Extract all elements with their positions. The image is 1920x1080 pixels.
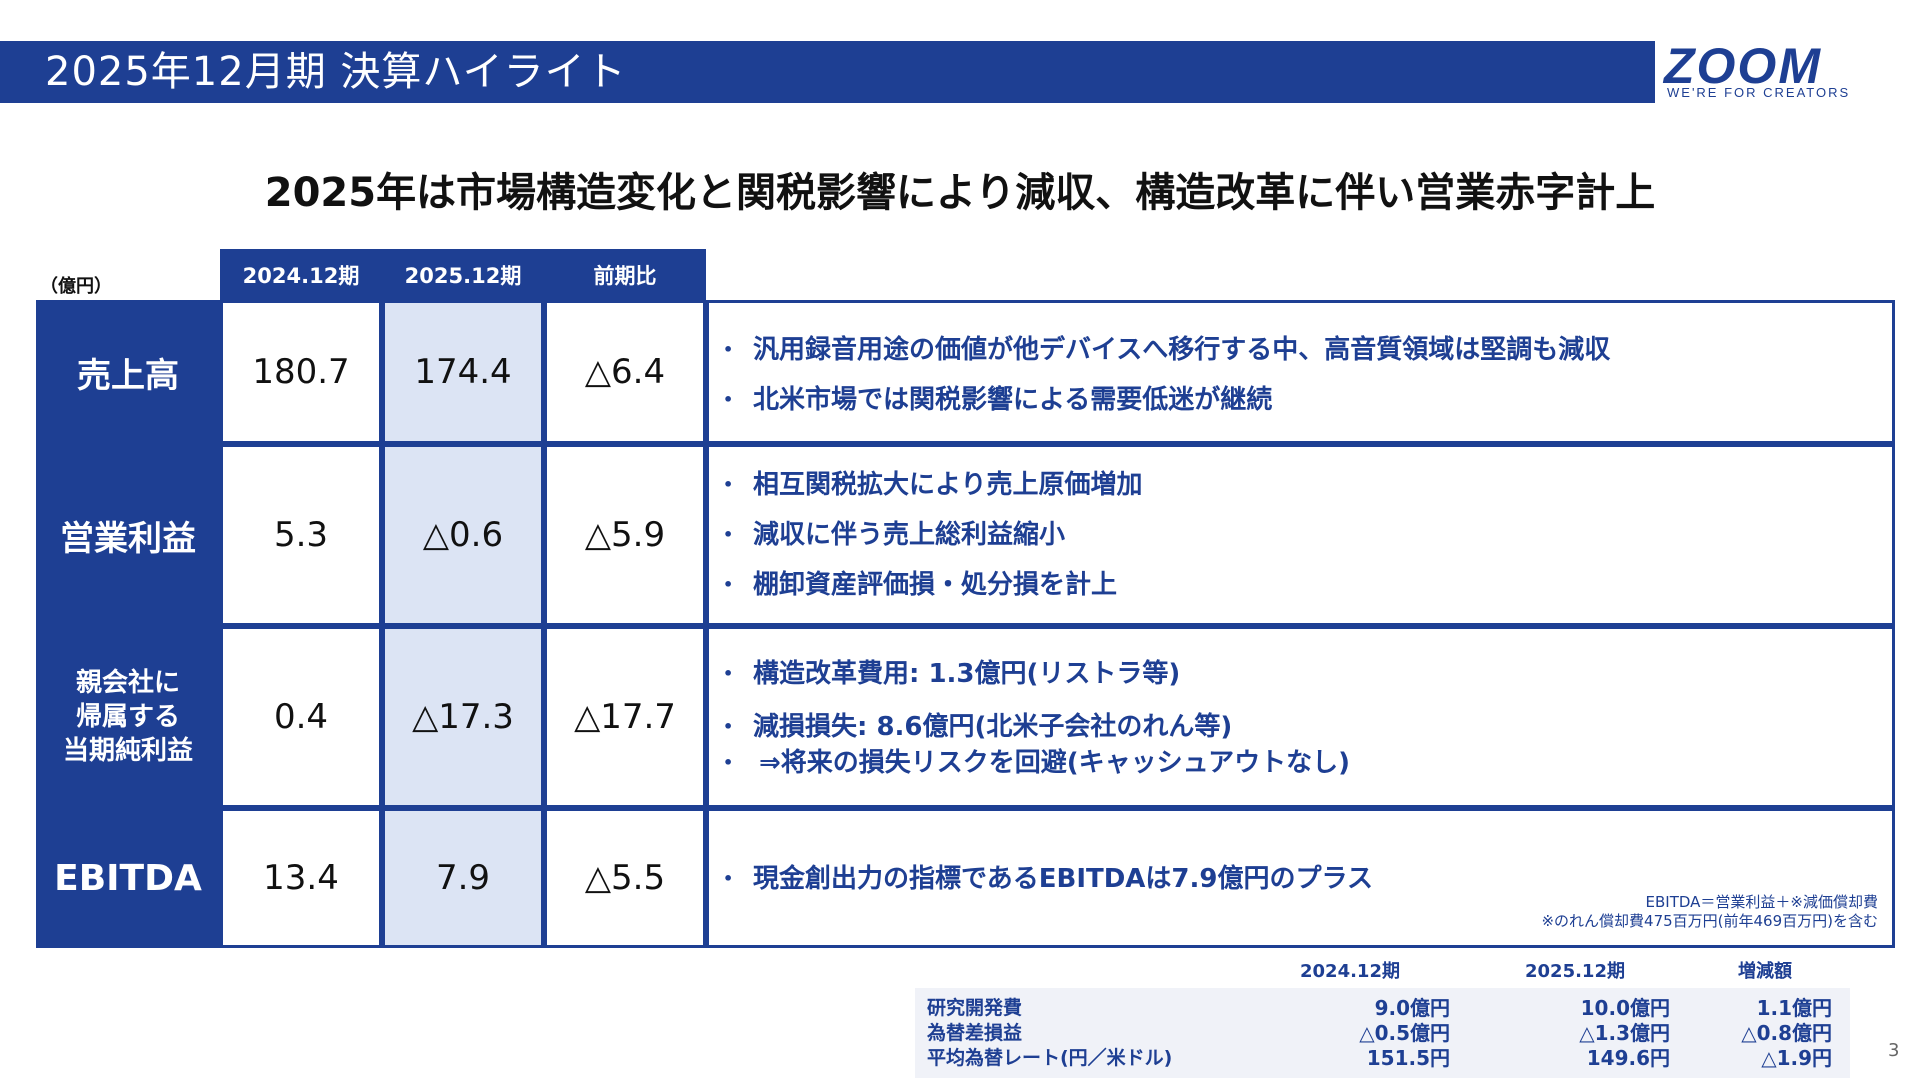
notes-net-income: 構造改革費用: 1.3億円(リストラ等) 減損損失: 8.6億円(北米子会社のれ…: [709, 629, 1892, 805]
row-label-sales: 売上高: [77, 355, 179, 396]
note-item: 北米市場では関税影響による需要低迷が継続: [709, 375, 1892, 425]
note-item: ⇒将来の損失リスクを回避(キャッシュアウトなし): [709, 747, 1892, 779]
notes-sales: 汎用録音用途の価値が他デバイスへ移行する中、高音質領域は堅調も減収 北米市場では…: [709, 303, 1892, 441]
col-header-2025: 2025.12期: [382, 249, 544, 301]
col-header-diff: 前期比: [544, 249, 706, 301]
subtable-header-2024: 2024.12期: [1300, 961, 1400, 982]
headline: 2025年は市場構造変化と関税影響により減収、構造改革に伴い営業赤字計上: [264, 170, 1656, 216]
cell-sales-2025: 174.4: [385, 303, 541, 441]
col-header-2024: 2024.12期: [220, 249, 382, 301]
note-item: 現金創出力の指標であるEBITDAは7.9億円のプラス: [709, 854, 1892, 904]
subtable-value: 9.0億円: [1374, 996, 1450, 1020]
subtable-value: 149.6円: [1586, 1046, 1670, 1070]
subtable-value: △0.8億円: [1741, 1021, 1832, 1045]
cell-netinc-diff: △17.7: [547, 629, 703, 805]
note-item: 汎用録音用途の価値が他デバイスへ移行する中、高音質領域は堅調も減収: [709, 325, 1892, 375]
header-bar: [0, 41, 1655, 103]
cell-sales-diff: △6.4: [547, 303, 703, 441]
subtable-label: 為替差損益: [927, 1022, 1023, 1044]
row-label-ebitda: EBITDA: [54, 857, 202, 899]
note-item: 減損損失: 8.6億円(北米子会社のれん等): [709, 707, 1892, 747]
cell-ebitda-2024: 13.4: [223, 811, 379, 945]
cell-sales-2024: 180.7: [223, 303, 379, 441]
subtable-value: 151.5円: [1366, 1046, 1450, 1070]
cell-opinc-2024: 5.3: [223, 447, 379, 623]
cell-opinc-diff: △5.9: [547, 447, 703, 623]
footnote-line: EBITDA＝営業利益＋※減価償却費: [1645, 893, 1878, 911]
subtable-value: 10.0億円: [1580, 996, 1670, 1020]
cell-netinc-2024: 0.4: [223, 629, 379, 805]
row-label-line: 親会社に: [75, 668, 180, 698]
row-label-line: 当期純利益: [62, 736, 193, 766]
subtable-value: △0.5億円: [1359, 1021, 1450, 1045]
subtable-label: 平均為替レート(円／米ドル): [927, 1047, 1173, 1069]
subtable: [915, 988, 1850, 1078]
cell-netinc-2025: △17.3: [385, 629, 541, 805]
unit-label: （億円）: [40, 276, 112, 297]
page-title: 2025年12月期 決算ハイライト: [45, 49, 627, 95]
row-label-net-income: 親会社に 帰属する 当期純利益: [36, 626, 220, 808]
note-item: 減収に伴う売上総利益縮小: [709, 510, 1892, 560]
notes-operating-income: 相互関税拡大により売上原価増加 減収に伴う売上総利益縮小 棚卸資産評価損・処分損…: [709, 447, 1892, 623]
ebitda-footnote: EBITDA＝営業利益＋※減価償却費 ※のれん償却費475百万円(前年469百万…: [1400, 893, 1878, 931]
subtable-value: △1.3億円: [1579, 1021, 1670, 1045]
subtable-value: 1.1億円: [1756, 996, 1832, 1020]
subtable-value: △1.9円: [1761, 1046, 1832, 1070]
subtable-header-diff: 増減額: [1738, 961, 1792, 982]
notes-ebitda: 現金創出力の指標であるEBITDAは7.9億円のプラス: [709, 811, 1892, 945]
cell-ebitda-diff: △5.5: [547, 811, 703, 945]
cell-opinc-2025: △0.6: [385, 447, 541, 623]
zoom-logo: ZOOM: [1664, 38, 1822, 94]
cell-ebitda-2025: 7.9: [385, 811, 541, 945]
note-item: 相互関税拡大により売上原価増加: [709, 460, 1892, 510]
row-label-line: 帰属する: [75, 702, 180, 732]
footnote-line: ※のれん償却費475百万円(前年469百万円)を含む: [1541, 912, 1878, 930]
logo-tagline: WE'RE FOR CREATORS: [1667, 85, 1851, 100]
subtable-label: 研究開発費: [927, 997, 1023, 1019]
subtable-header-2025: 2025.12期: [1525, 961, 1625, 982]
row-label-operating-income: 営業利益: [60, 518, 196, 559]
note-item: 棚卸資産評価損・処分損を計上: [709, 560, 1892, 610]
page-number: 3: [1888, 1040, 1900, 1061]
note-item: 構造改革費用: 1.3億円(リストラ等): [709, 649, 1892, 699]
